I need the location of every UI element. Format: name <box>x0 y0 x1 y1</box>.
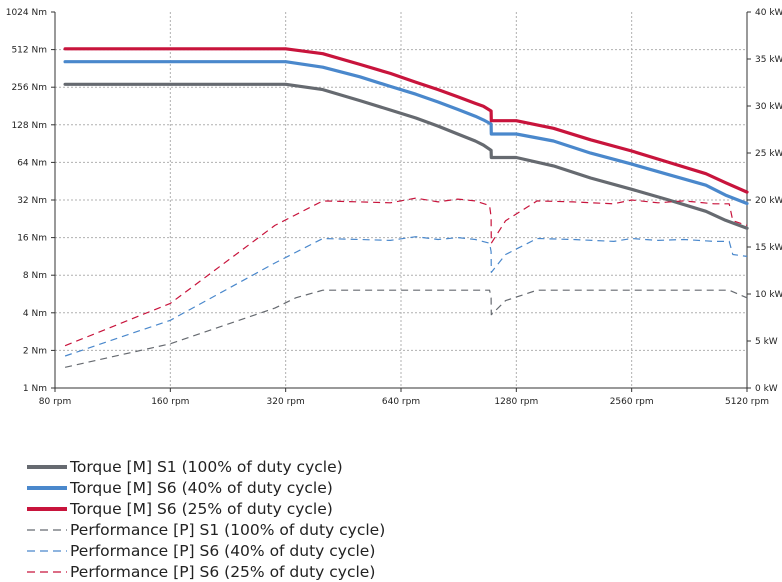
legend-swatch-graphic <box>27 549 67 552</box>
x-tick-label: 80 rpm <box>39 397 72 407</box>
plot-frame <box>51 11 751 392</box>
chart-legend: Torque [M] S1 (100% of duty cycle) Torqu… <box>26 456 385 582</box>
y-left-tick-label: 2 Nm <box>23 346 47 356</box>
y-left-tick-label: 32 Nm <box>17 196 47 206</box>
legend-item: Torque [M] S1 (100% of duty cycle) <box>26 456 385 477</box>
y-right-tick-label: 25 kW <box>755 149 782 159</box>
x-tick-label: 1280 rpm <box>494 397 538 407</box>
y-left-tick-label: 16 Nm <box>17 234 47 244</box>
y-left-tick-label: 64 Nm <box>17 158 47 168</box>
legend-label: Performance [P] S6 (40% of duty cycle) <box>70 541 376 560</box>
series-line-1 <box>63 82 749 230</box>
legend-swatch-graphic <box>27 570 67 573</box>
legend-label: Performance [P] S6 (25% of duty cycle) <box>70 562 376 581</box>
y-right-tick-label: 0 kW <box>755 384 778 394</box>
legend-swatch-graphic <box>27 528 67 531</box>
y-right-tick-label: 30 kW <box>755 102 782 112</box>
chart-grid <box>55 12 747 388</box>
chart-series <box>63 47 749 368</box>
y-right-tick-label: 10 kW <box>755 290 782 300</box>
series-line-2 <box>63 60 749 206</box>
tick-labels: 80 rpm 160 rpm 320 rpm 640 rpm 1280 rpm 2560 … <box>6 8 782 407</box>
series-line-3 <box>63 47 749 194</box>
y-left-tick-label: 8 Nm <box>23 271 47 281</box>
legend-swatch <box>26 484 68 492</box>
legend-label: Torque [M] S1 (100% of duty cycle) <box>70 457 343 476</box>
legend-label: Torque [M] S6 (25% of duty cycle) <box>70 499 333 518</box>
series-line-6 <box>64 197 748 347</box>
legend-item: Torque [M] S6 (25% of duty cycle) <box>26 498 385 519</box>
y-left-tick-label: 256 Nm <box>11 83 47 93</box>
legend-swatch <box>26 505 68 513</box>
legend-item: Performance [P] S6 (40% of duty cycle) <box>26 540 385 561</box>
legend-label: Torque [M] S6 (40% of duty cycle) <box>70 478 333 497</box>
x-tick-label: 160 rpm <box>151 397 189 407</box>
y-left-tick-label: 512 Nm <box>11 46 47 56</box>
y-right-tick-label: 35 kW <box>755 55 782 65</box>
legend-item: Performance [P] S6 (25% of duty cycle) <box>26 561 385 582</box>
y-right-tick-label: 40 kW <box>755 8 782 18</box>
x-tick-label: 640 rpm <box>382 397 420 407</box>
legend-swatch <box>26 568 68 576</box>
y-right-tick-label: 15 kW <box>755 243 782 253</box>
y-right-tick-label: 5 kW <box>755 337 778 347</box>
y-right-tick-label: 20 kW <box>755 196 782 206</box>
legend-swatch <box>26 547 68 555</box>
performance-chart: 80 rpm 160 rpm 320 rpm 640 rpm 1280 rpm 2560 … <box>6 8 782 407</box>
legend-swatch-graphic <box>27 485 67 490</box>
legend-item: Torque [M] S6 (40% of duty cycle) <box>26 477 385 498</box>
x-tick-label: 5120 rpm <box>725 397 769 407</box>
series-line-5 <box>64 236 748 357</box>
series-line-4 <box>64 289 748 368</box>
legend-swatch-graphic <box>27 464 67 469</box>
y-left-tick-label: 4 Nm <box>23 309 47 319</box>
y-left-tick-label: 1 Nm <box>23 384 47 394</box>
legend-item: Performance [P] S1 (100% of duty cycle) <box>26 519 385 540</box>
y-left-tick-label: 128 Nm <box>11 121 47 131</box>
legend-label: Performance [P] S1 (100% of duty cycle) <box>70 520 386 539</box>
legend-swatch-graphic <box>27 506 67 511</box>
legend-swatch <box>26 526 68 534</box>
x-tick-label: 320 rpm <box>267 397 305 407</box>
y-left-tick-label: 1024 Nm <box>6 8 47 18</box>
x-tick-label: 2560 rpm <box>610 397 654 407</box>
legend-swatch <box>26 463 68 471</box>
